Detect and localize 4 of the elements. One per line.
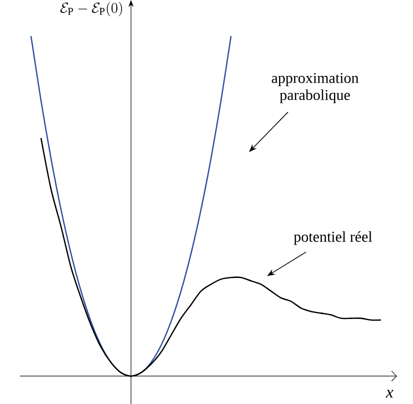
x-axis-title: x xyxy=(386,390,394,398)
annotation: potentiel réel xyxy=(294,231,372,245)
y-axis-title: $\mathcal{E}_{\mathrm{P}}-\mathcal{E}_{\mathrm{P}}(0)$ xyxy=(60,2,122,16)
annotation: approximation parabolique xyxy=(272,72,359,104)
